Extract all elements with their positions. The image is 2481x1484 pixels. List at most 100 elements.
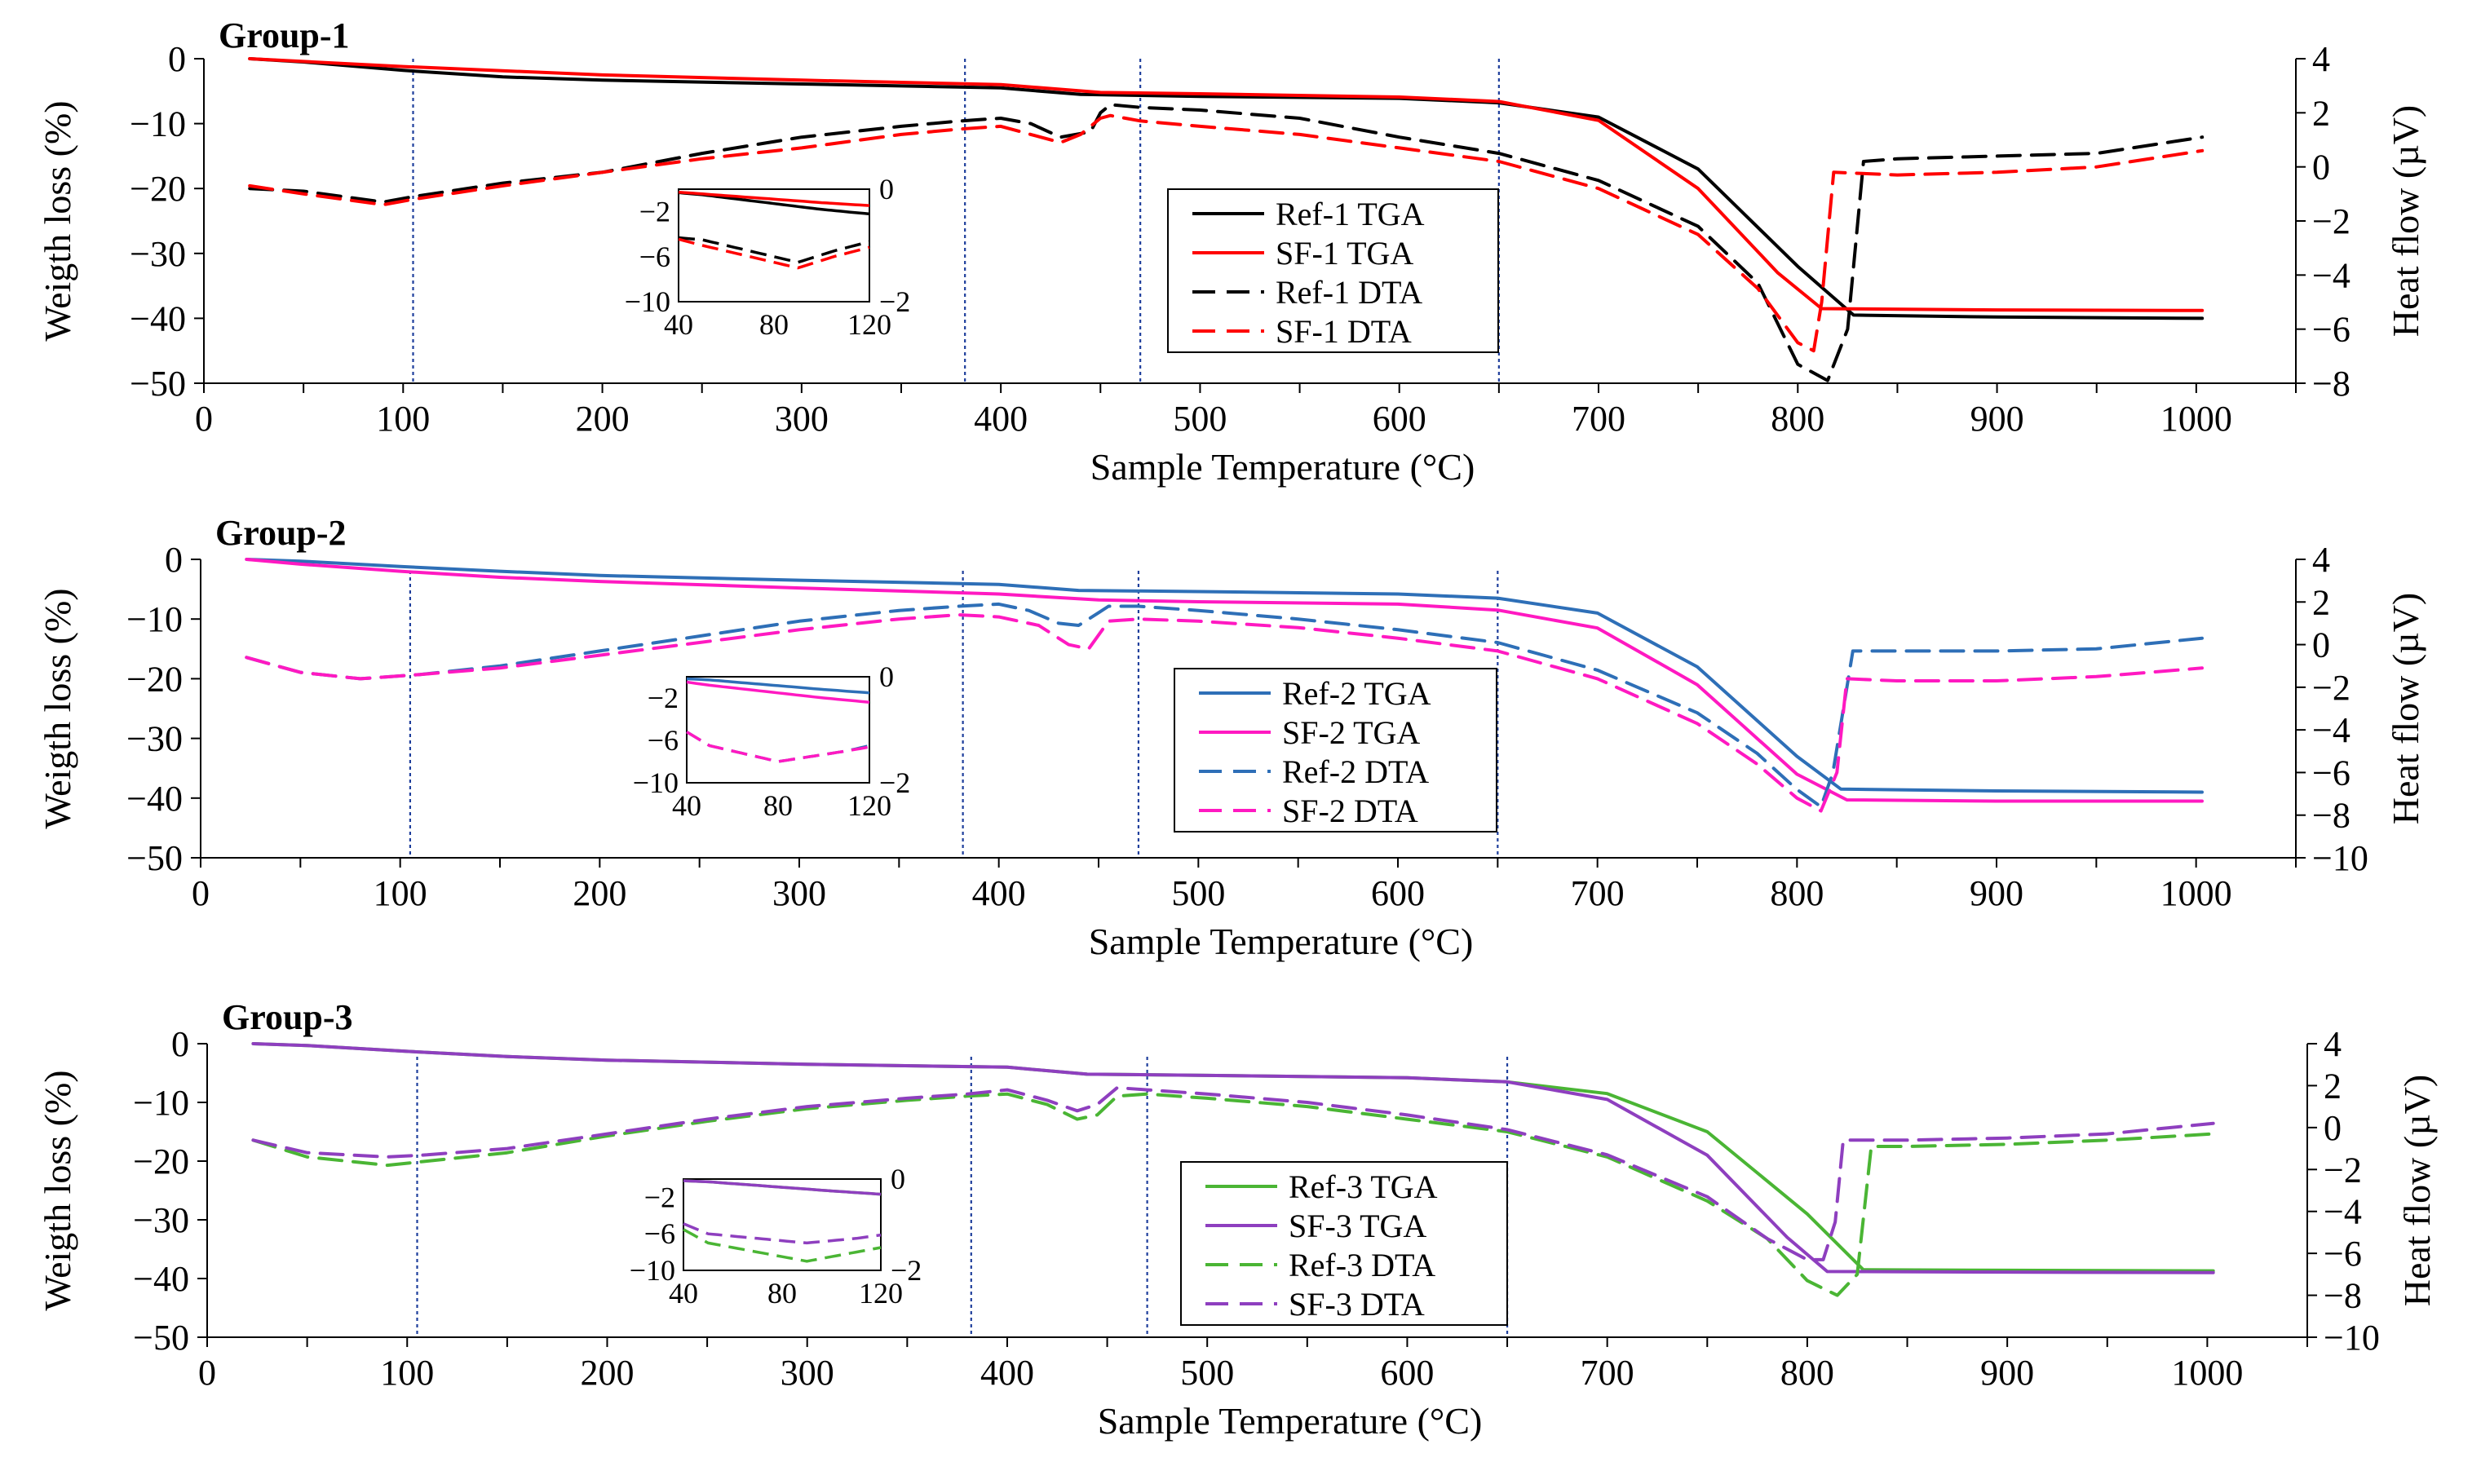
- x-axis-label: Sample Temperature (°C): [1089, 921, 1474, 962]
- y2-tick-label: −6: [2312, 753, 2351, 793]
- inset-series-line: [683, 1179, 882, 1196]
- inset-x-tick-label: 40: [669, 1277, 698, 1310]
- y2-tick-label: −6: [2324, 1234, 2362, 1274]
- inset-y-tick-label: −2: [644, 1181, 675, 1213]
- inset-y-tick-label: −6: [644, 1217, 675, 1250]
- y-tick-label: −10: [130, 104, 186, 144]
- y-tick-label: −20: [133, 1142, 189, 1181]
- y2-axis-label: Heat flow (µV): [2385, 593, 2426, 825]
- inset-x-tick-label: 80: [763, 789, 793, 822]
- series-line-ref-3-dta: [251, 1092, 2215, 1297]
- y2-tick-label: 4: [2312, 39, 2330, 79]
- inset-x-tick-label: 80: [767, 1277, 797, 1310]
- y-axis-label: Weigth loss (%): [37, 588, 78, 828]
- y2-tick-label: −4: [2312, 710, 2351, 750]
- legend-box: [1167, 188, 1499, 353]
- inset-y2-tick-label: −2: [879, 285, 910, 318]
- legend-box: [1180, 1161, 1508, 1326]
- x-tick-label: 800: [1780, 1353, 1834, 1393]
- y-tick-label: −40: [133, 1259, 189, 1299]
- x-tick-label: 700: [1572, 399, 1625, 439]
- y2-tick-label: −10: [2324, 1318, 2380, 1358]
- y2-tick-label: 2: [2312, 93, 2330, 133]
- inset-x-tick-label: 120: [847, 308, 891, 341]
- inset-x-tick-label: 120: [847, 789, 891, 822]
- legend-label: Ref-1 TGA: [1276, 196, 1425, 232]
- x-tick-label: 500: [1171, 873, 1225, 913]
- inset-series-line: [678, 236, 870, 264]
- inset-x-tick-label: 80: [759, 308, 789, 341]
- inset-y-tick-label: −10: [633, 766, 679, 799]
- y2-tick-label: −8: [2312, 796, 2351, 836]
- x-tick-label: 200: [580, 1353, 634, 1393]
- inset-plot-area: [678, 188, 870, 303]
- x-tick-label: 1000: [2160, 873, 2232, 913]
- y2-tick-label: −4: [2312, 255, 2351, 295]
- x-tick-label: 0: [198, 1353, 216, 1393]
- x-tick-label: 400: [972, 873, 1026, 913]
- x-tick-label: 900: [1970, 399, 2024, 439]
- y2-tick-label: −2: [2324, 1150, 2362, 1190]
- y-axis-label: Weigth loss (%): [37, 1070, 78, 1310]
- inset-x-tick-label: 40: [664, 308, 693, 341]
- y-tick-label: 0: [168, 39, 186, 79]
- x-tick-label: 200: [573, 873, 626, 913]
- inset-y-tick-label: −2: [639, 196, 670, 228]
- y-tick-label: −10: [133, 1083, 189, 1123]
- x-tick-label: 0: [195, 399, 213, 439]
- x-axis-label: Sample Temperature (°C): [1090, 446, 1475, 488]
- inset-y2-tick-label: 0: [879, 173, 894, 205]
- y-tick-label: −40: [130, 298, 186, 338]
- x-tick-label: 300: [772, 873, 826, 913]
- group-3-chart: 0 100 200 300 400 500 600 700 800 900 10000−10−20−…: [37, 997, 2438, 1442]
- inset-y2-tick-label: 0: [891, 1163, 905, 1195]
- y-tick-label: 0: [171, 1024, 189, 1064]
- inset-series-line: [686, 677, 870, 695]
- x-tick-label: 600: [1380, 1353, 1434, 1393]
- y2-tick-label: 4: [2312, 540, 2330, 580]
- series-line-sf-3-tga: [251, 1042, 2215, 1274]
- y2-tick-label: 4: [2324, 1024, 2342, 1064]
- legend-label: Ref-3 DTA: [1289, 1247, 1435, 1283]
- x-tick-label: 700: [1581, 1353, 1634, 1393]
- inset-y2-tick-label: −2: [879, 766, 910, 799]
- x-axis-label: Sample Temperature (°C): [1098, 1400, 1483, 1442]
- y-tick-label: −50: [133, 1318, 189, 1358]
- x-tick-label: 800: [1771, 399, 1824, 439]
- legend-box: [1174, 668, 1497, 833]
- legend-label: Ref-1 DTA: [1276, 274, 1422, 311]
- legend-label: SF-1 TGA: [1276, 235, 1413, 272]
- inset-y-tick-label: −6: [639, 241, 670, 273]
- y-tick-label: −30: [133, 1200, 189, 1240]
- x-tick-label: 600: [1371, 873, 1425, 913]
- x-tick-label: 600: [1373, 399, 1426, 439]
- y2-tick-label: −10: [2312, 838, 2368, 878]
- inset-y-tick-label: −10: [630, 1254, 675, 1287]
- y-tick-label: −50: [126, 838, 183, 878]
- y-tick-label: −20: [130, 169, 186, 209]
- series-line-ref-1-tga: [248, 57, 2205, 320]
- y2-tick-label: 2: [2324, 1066, 2342, 1106]
- inset-y-tick-label: −6: [648, 724, 679, 757]
- y-tick-label: −10: [126, 599, 183, 639]
- y-axis-label: Weigth loss (%): [37, 100, 78, 341]
- x-tick-label: 800: [1770, 873, 1824, 913]
- series-line-ref-2-tga: [245, 558, 2204, 794]
- y2-tick-label: 0: [2312, 625, 2330, 665]
- series-line-sf-2-tga: [245, 558, 2204, 803]
- inset-series-line: [683, 1222, 882, 1245]
- y2-tick-label: −2: [2312, 668, 2351, 708]
- legend-label: SF-2 TGA: [1282, 714, 1420, 751]
- legend-label: SF-3 TGA: [1289, 1208, 1426, 1244]
- panel-title: Group-2: [215, 513, 347, 553]
- inset-x-tick-label: 40: [672, 789, 701, 822]
- legend-label: Ref-2 TGA: [1282, 675, 1431, 712]
- x-tick-label: 300: [775, 399, 829, 439]
- y2-tick-label: −8: [2324, 1276, 2362, 1316]
- series-line-sf-2-dta: [245, 613, 2204, 813]
- panel-title: Group-1: [219, 15, 350, 55]
- y2-tick-label: 0: [2312, 148, 2330, 188]
- inset-y2-tick-label: −2: [891, 1254, 922, 1287]
- x-tick-label: 1000: [2160, 399, 2232, 439]
- panel-title: Group-3: [222, 997, 353, 1037]
